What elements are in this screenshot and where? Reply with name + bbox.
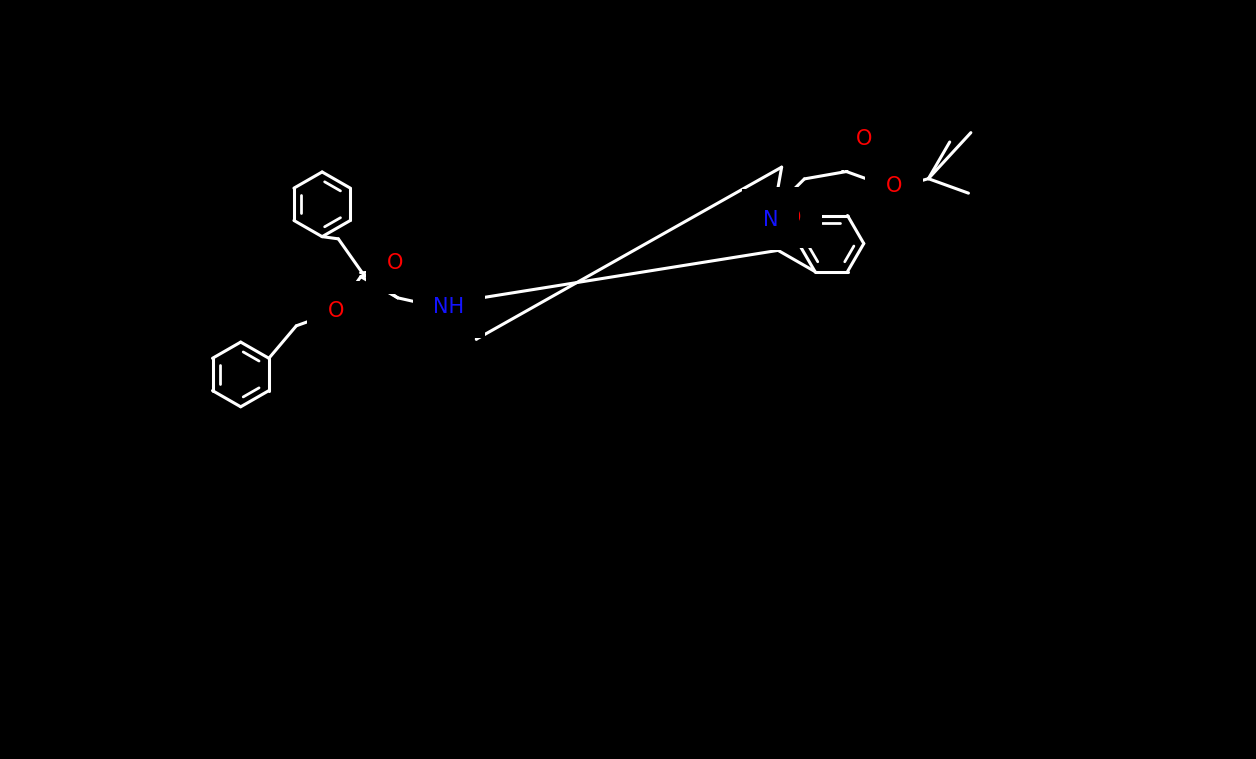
Text: O: O [785, 207, 801, 228]
Text: O: O [387, 253, 403, 273]
Text: NH: NH [433, 298, 465, 317]
Text: O: O [885, 176, 902, 196]
Text: O: O [855, 129, 872, 150]
Text: O: O [328, 301, 344, 321]
Text: N: N [762, 209, 779, 230]
